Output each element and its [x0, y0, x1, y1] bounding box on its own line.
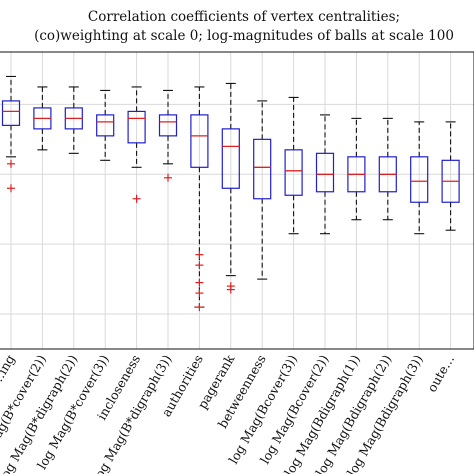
interquartile-box [221, 128, 240, 189]
outlier-marker [7, 184, 15, 193]
outlier-marker [132, 194, 141, 203]
outlier-marker [164, 173, 172, 182]
grid-layer [0, 52, 474, 349]
x-tick-label: …ing [0, 352, 18, 388]
x-tick-label: oute… [424, 352, 457, 395]
interquartile-box [253, 138, 272, 200]
box-layer [1, 75, 460, 312]
interquartile-box [96, 114, 115, 137]
outlier-marker [195, 250, 204, 259]
outlier-marker [195, 261, 204, 270]
x-tick-labels: …inglog Mag(B*cover(2))log Mag(B*digraph… [0, 352, 457, 474]
interquartile-box [158, 114, 178, 137]
interquartile-box [284, 149, 303, 196]
interquartile-box [127, 110, 146, 144]
outlier-marker [195, 303, 204, 312]
chart-title-line-2: (co)weighting at scale 0; log-magnitudes… [34, 28, 454, 44]
interquartile-box [190, 114, 209, 168]
outlier-marker [195, 289, 204, 298]
outlier-marker [7, 159, 15, 168]
interquartile-box [1, 100, 21, 126]
outlier-marker [226, 285, 235, 294]
interquartile-box [410, 156, 429, 203]
interquartile-box [315, 152, 335, 193]
plot-frame [0, 51, 474, 350]
outlier-marker [195, 278, 204, 287]
chart-title-line-1: Correlation coefficients of vertex centr… [88, 9, 400, 25]
